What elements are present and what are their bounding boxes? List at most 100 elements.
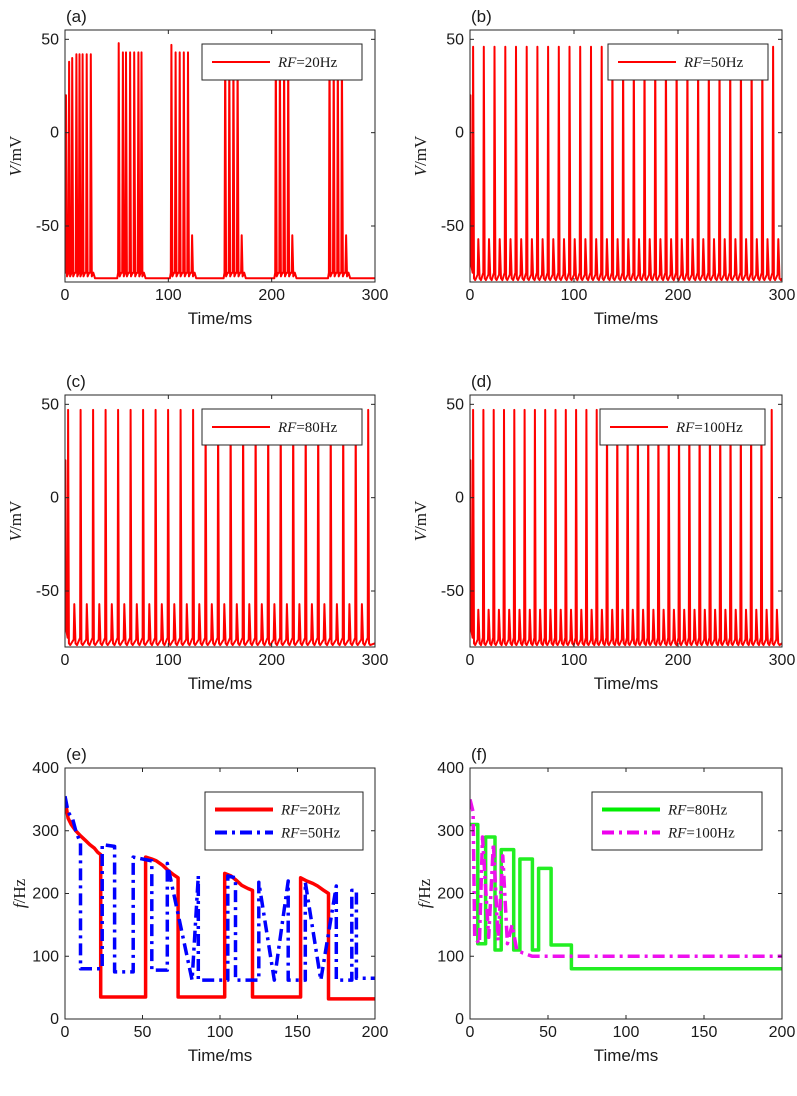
legend-entry: RF=100Hz	[667, 826, 735, 842]
y-axis-label: V/mV	[411, 500, 430, 541]
x-tick-label: 100	[613, 1024, 640, 1041]
x-tick-label: 0	[61, 652, 70, 669]
x-tick-label: 300	[769, 287, 796, 304]
panel-label: (f)	[471, 745, 487, 764]
x-tick-label: 0	[61, 1024, 70, 1041]
y-tick-label: 50	[41, 396, 59, 413]
x-tick-label: 0	[61, 287, 70, 304]
x-tick-label: 0	[466, 287, 475, 304]
axes-box	[64, 394, 376, 648]
x-tick-label: 0	[466, 652, 475, 669]
series-line-1	[470, 822, 782, 971]
y-tick-label: 300	[32, 823, 59, 840]
legend: RF=80Hz	[201, 408, 363, 446]
panel-b: 0 100 200 300 50 0 -50 (b) Time/ms V/mV RF=50Hz	[411, 7, 795, 328]
x-tick-label: 200	[258, 287, 285, 304]
panel-label: (c)	[66, 372, 86, 391]
legend-entry: RF=20Hz	[280, 803, 341, 819]
x-tick-label: 100	[155, 652, 182, 669]
y-tick-label: 50	[446, 31, 464, 48]
legend-box	[591, 791, 763, 851]
panel-e: 0 50 100 150 200 0 100 200 300 400 (e) Time/ms f/Hz R…	[10, 745, 388, 1065]
legend: RF=100Hz	[599, 408, 766, 446]
legend-entry: RF=100Hz	[675, 420, 743, 436]
x-tick-label: 200	[769, 1024, 796, 1041]
y-tick-label: 0	[50, 490, 59, 507]
panel-f: 0 50 100 150 200 0 100 200 300 400 (f) Time/ms f/Hz R…	[415, 745, 795, 1065]
x-tick-label: 100	[207, 1024, 234, 1041]
x-tick-label: 200	[665, 287, 692, 304]
y-axis-label: V/mV	[6, 135, 25, 176]
y-tick-label: 0	[50, 1011, 59, 1028]
series-line-1	[65, 799, 375, 1001]
panel-label: (d)	[471, 372, 492, 391]
y-tick-label: 0	[455, 490, 464, 507]
x-tick-label: 300	[769, 652, 796, 669]
panel-c: 0 100 200 300 50 0 -50 (c) Time/ms V/mV RF=80Hz	[6, 372, 388, 693]
y-tick-label: 100	[437, 948, 464, 965]
series-line-1	[470, 408, 782, 647]
y-tick-label: 0	[50, 125, 59, 142]
y-tick-label: -50	[441, 583, 464, 600]
y-tick-label: -50	[441, 218, 464, 235]
x-tick-label: 300	[362, 287, 389, 304]
panel-a: 0 100 200 300 50 0 -50 (a) Time/ms V/mV RF=20Hz	[6, 7, 388, 328]
x-tick-label: 150	[284, 1024, 311, 1041]
legend: RF=50Hz	[607, 43, 769, 81]
x-tick-label: 100	[561, 652, 588, 669]
x-axis-label: Time/ms	[188, 1046, 253, 1065]
y-axis-label: V/mV	[6, 500, 25, 541]
y-tick-label: 100	[32, 948, 59, 965]
y-tick-label: 200	[32, 886, 59, 903]
legend-entry: RF=50Hz	[683, 55, 744, 71]
axes-box	[64, 29, 376, 283]
legend-entry: RF=80Hz	[667, 803, 728, 819]
panel-label: (b)	[471, 7, 492, 26]
legend-entry: RF=80Hz	[277, 420, 338, 436]
x-axis-label: Time/ms	[594, 1046, 659, 1065]
x-axis-label: Time/ms	[188, 674, 253, 693]
x-tick-label: 100	[561, 287, 588, 304]
x-tick-label: 150	[691, 1024, 718, 1041]
legend-box	[204, 791, 364, 851]
series-line-1	[65, 42, 375, 280]
x-tick-label: 300	[362, 652, 389, 669]
series-line-1	[65, 408, 375, 647]
y-tick-label: 50	[446, 396, 464, 413]
series-line-2	[470, 798, 782, 959]
y-tick-label: 50	[41, 31, 59, 48]
y-tick-label: -50	[36, 218, 59, 235]
x-tick-label: 50	[134, 1024, 152, 1041]
legend-entry: RF=50Hz	[280, 826, 341, 842]
legend: RF=20Hz RF=50Hz	[204, 791, 364, 851]
x-tick-label: 200	[362, 1024, 389, 1041]
x-tick-label: 0	[466, 1024, 475, 1041]
x-tick-label: 100	[155, 287, 182, 304]
y-axis-label: f/Hz	[10, 878, 29, 908]
x-tick-label: 200	[665, 652, 692, 669]
legend-entry: RF=20Hz	[277, 55, 338, 71]
series-line-1	[470, 45, 782, 282]
x-tick-label: 50	[539, 1024, 557, 1041]
panel-d: 0 100 200 300 50 0 -50 (d) Time/ms V/mV RF=100Hz	[411, 372, 795, 693]
y-tick-label: 0	[455, 125, 464, 142]
x-axis-label: Time/ms	[594, 309, 659, 328]
y-tick-label: 400	[32, 760, 59, 777]
y-axis-label: V/mV	[411, 135, 430, 176]
panel-label: (e)	[66, 745, 87, 764]
x-axis-label: Time/ms	[594, 674, 659, 693]
legend: RF=80Hz RF=100Hz	[591, 791, 763, 851]
y-tick-label: 300	[437, 823, 464, 840]
legend: RF=20Hz	[201, 43, 363, 81]
panel-label: (a)	[66, 7, 87, 26]
axes-box	[469, 29, 783, 283]
y-tick-label: 0	[455, 1011, 464, 1028]
y-tick-label: 200	[437, 886, 464, 903]
series-line-2	[65, 795, 375, 982]
x-tick-label: 200	[258, 652, 285, 669]
y-tick-label: -50	[36, 583, 59, 600]
y-axis-label: f/Hz	[415, 878, 434, 908]
axes-box	[469, 394, 783, 648]
x-axis-label: Time/ms	[188, 309, 253, 328]
